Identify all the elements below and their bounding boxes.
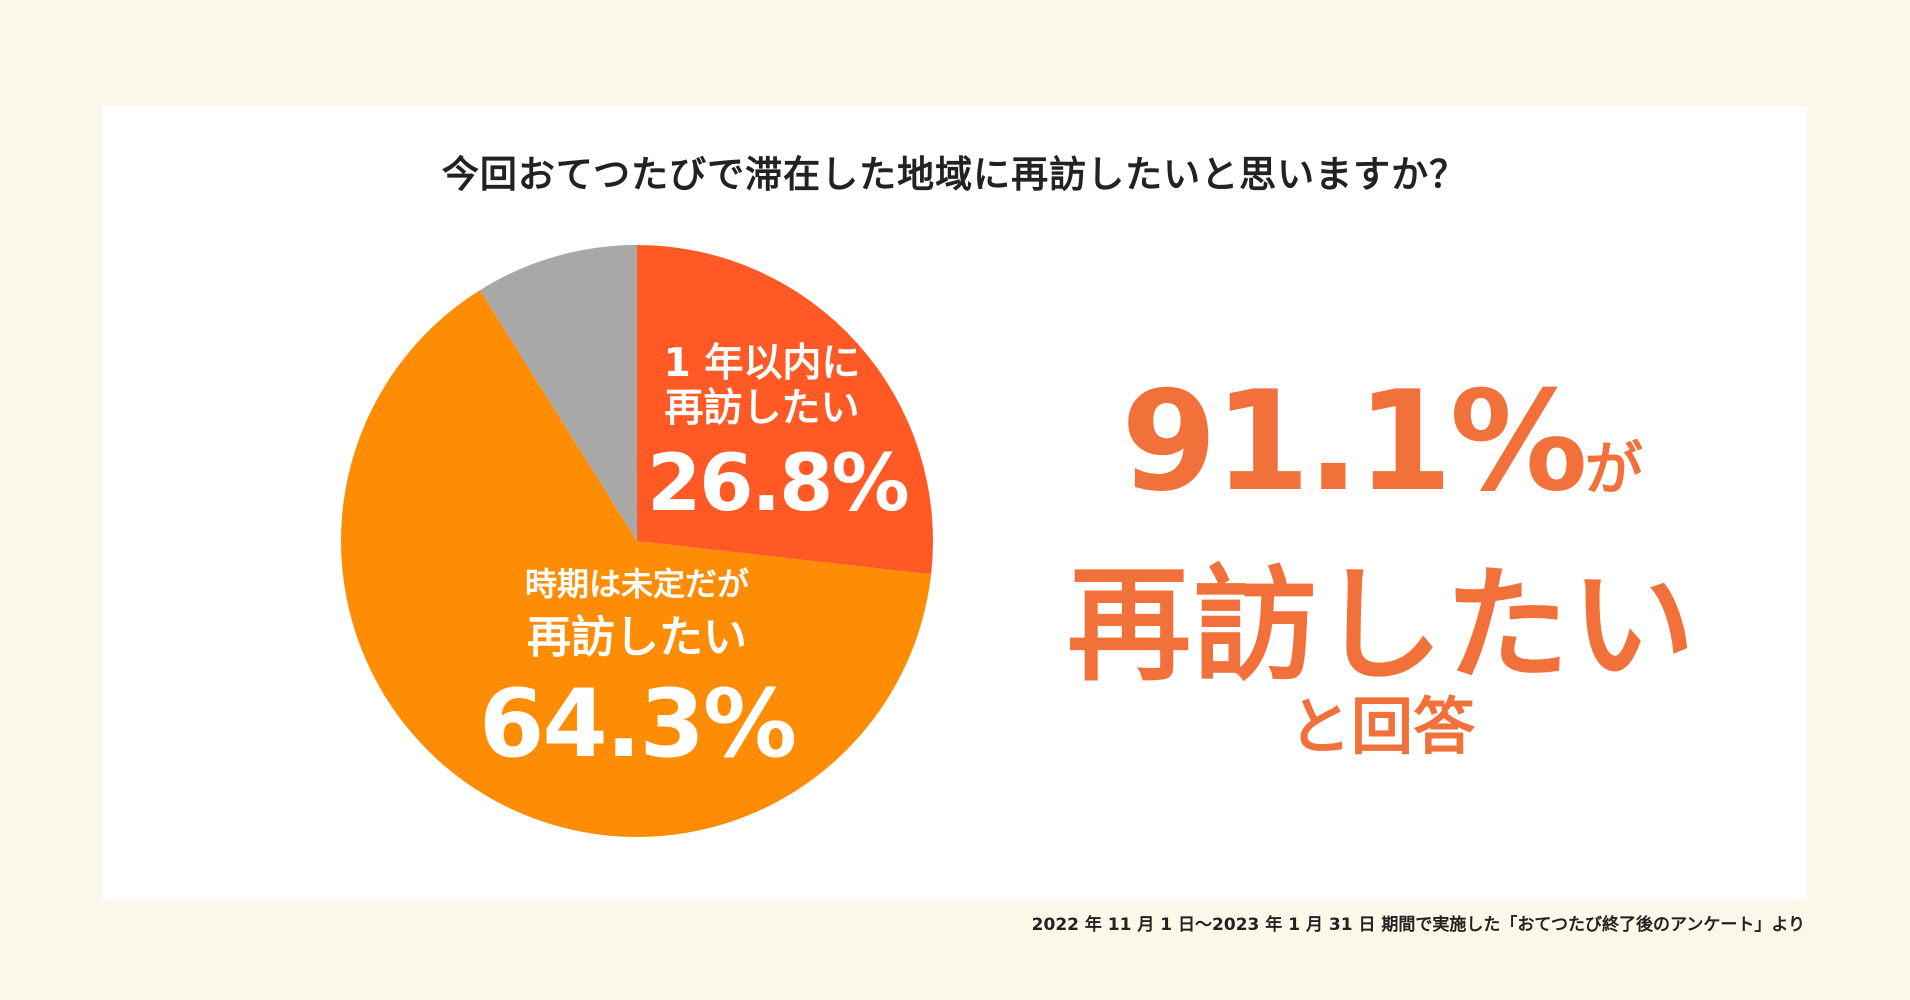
pie-slice-undecided xyxy=(340,290,932,838)
headline-answered: と回答 xyxy=(1288,690,1475,763)
pie-slice-other xyxy=(479,245,637,541)
pie-chart xyxy=(340,245,933,838)
pie-slice-within-year xyxy=(637,245,933,575)
headline-total: 91.1%が xyxy=(982,361,1782,522)
label-undecided: 時期は未定だが 再訪したい 64.3% xyxy=(462,566,812,779)
chart-card: 今回おてつたびで滞在した地域に再訪したいと思いますか？ 1 年以内に 再訪したい… xyxy=(102,106,1807,900)
headline-total-suffix: が xyxy=(1584,435,1643,503)
label-within-year-pct: 26.8% xyxy=(647,438,910,529)
headline-revisit: 再訪したい xyxy=(1066,554,1697,698)
label-within-year-line1: 1 年以内に xyxy=(663,341,861,386)
label-within-year: 1 年以内に 再訪したい 26.8% xyxy=(647,341,910,529)
label-within-year-line2: 再訪したい xyxy=(664,385,860,431)
label-undecided-line2: 再訪したい xyxy=(527,611,747,663)
label-undecided-pct: 64.3% xyxy=(478,670,797,780)
headline-total-pct: 91.1% xyxy=(1121,361,1588,522)
source-footnote: 2022 年 11 月 1 日〜2023 年 1 月 31 日 期間で実施した「… xyxy=(1031,915,1805,935)
label-undecided-line1: 時期は未定だが xyxy=(524,565,749,603)
chart-title: 今回おてつたびで滞在した地域に再訪したいと思いますか？ xyxy=(441,153,1468,196)
